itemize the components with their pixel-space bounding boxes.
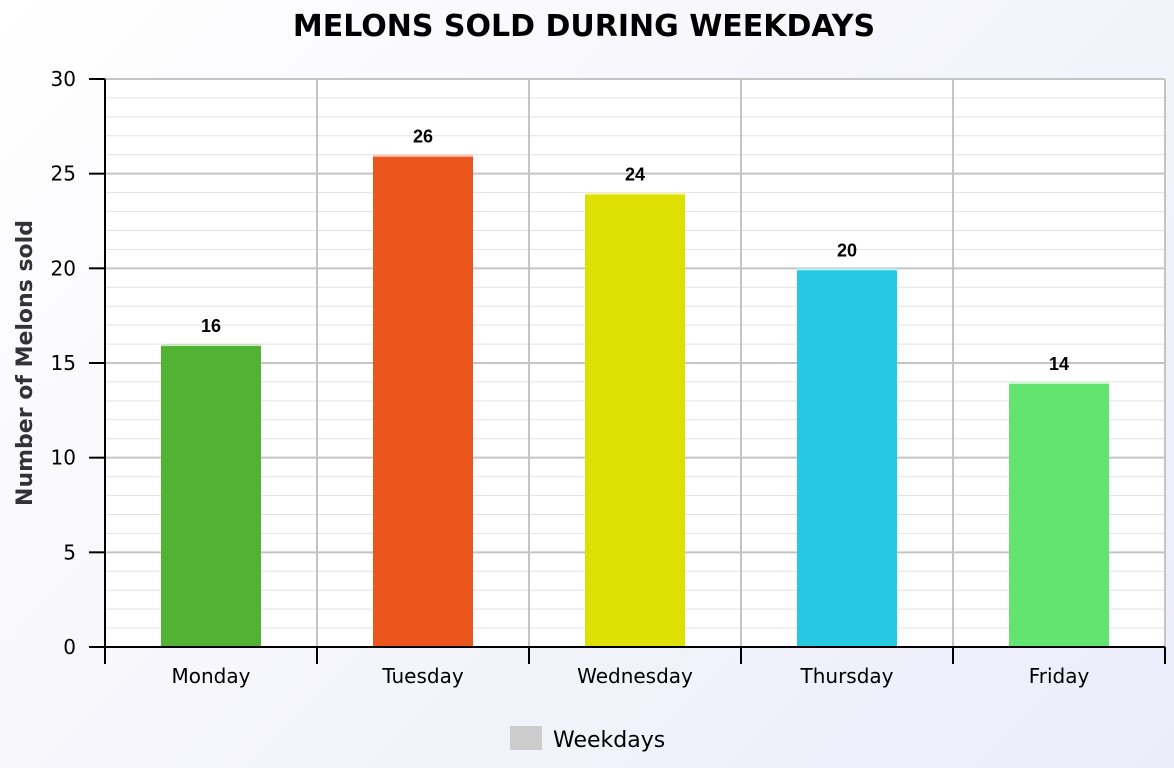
x-tick-label: Thursday	[800, 664, 894, 688]
x-tick-label: Monday	[172, 664, 251, 688]
y-tick-label: 20	[51, 256, 76, 280]
y-tick-label: 0	[63, 635, 76, 659]
legend-swatch	[510, 726, 542, 750]
bar-highlight	[585, 192, 685, 195]
bar-friday	[1009, 381, 1109, 647]
bar-highlight	[161, 344, 261, 347]
bar-tuesday	[373, 154, 473, 647]
y-axis-label: Number of Melons sold	[13, 220, 38, 506]
data-label: 14	[1049, 354, 1069, 374]
legend-label: Weekdays	[553, 728, 665, 753]
legend: Weekdays	[510, 726, 665, 753]
y-tick-label: 25	[51, 162, 76, 186]
bar-highlight	[373, 154, 473, 157]
bar-highlight	[797, 268, 897, 271]
data-labels: 16 26 24 20 14	[201, 127, 1069, 374]
bar-monday	[161, 344, 261, 647]
y-tick-label: 15	[51, 351, 76, 375]
bar-wednesday	[585, 192, 685, 647]
axes: 0 5 10 15 20 25 30 Monday Tuesday Wednesday Thursd…	[51, 67, 1166, 688]
bar-thursday	[797, 268, 897, 647]
x-tick-label: Friday	[1029, 664, 1090, 688]
y-tick-label: 5	[63, 540, 76, 564]
x-tick-label: Wednesday	[577, 664, 693, 688]
bars	[161, 154, 1109, 647]
y-tick-label: 30	[51, 67, 76, 91]
bar-highlight	[1009, 381, 1109, 384]
data-label: 16	[201, 316, 221, 336]
chart-title: MELONS SOLD DURING WEEKDAYS	[293, 9, 875, 44]
data-label: 24	[625, 165, 645, 185]
data-label: 26	[413, 127, 433, 147]
y-tick-label: 10	[51, 446, 76, 470]
x-tick-label: Tuesday	[381, 664, 464, 688]
data-label: 20	[837, 240, 857, 260]
